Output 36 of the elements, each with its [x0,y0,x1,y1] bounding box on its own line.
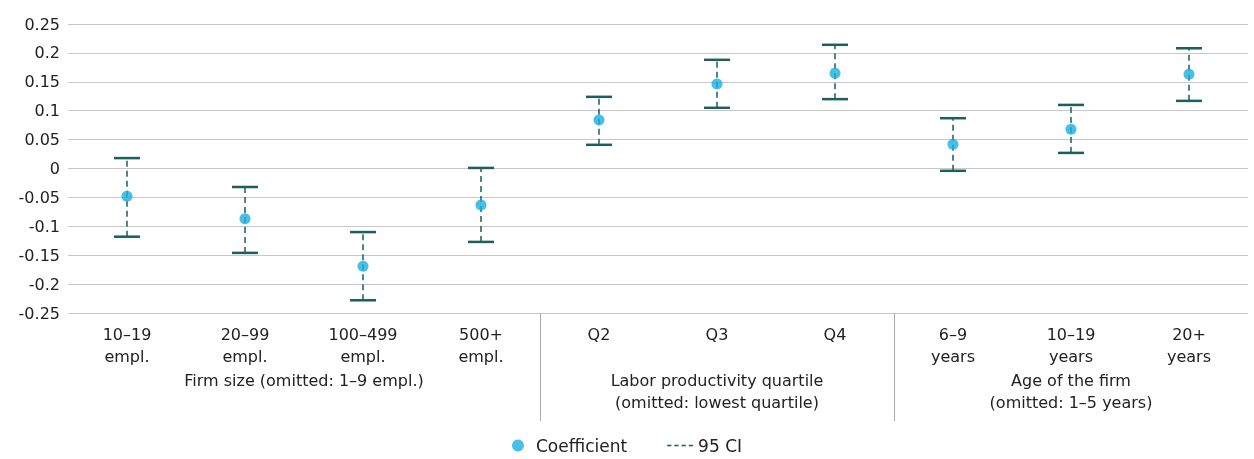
x-tick-label: Q4 [823,324,847,344]
x-tick-label: 6–9 years [930,324,976,366]
x-tick-label: 20+ years [1166,324,1212,366]
x-tick-label: Q3 [705,324,729,344]
y-tick-label: -0.15 [18,245,60,265]
point [711,78,723,90]
point [593,114,605,126]
x-tick-label: 500+ empl. [458,324,504,366]
y-tick-label: -0.05 [18,187,60,207]
legend-label: Coefficient [535,435,628,456]
x-tick-label: 100–499 empl. [328,324,398,366]
point [829,67,841,79]
point [239,213,251,225]
point [475,199,487,211]
point [947,138,959,150]
y-tick-label: 0.15 [24,72,60,92]
point [121,190,133,202]
x-tick-label: Q2 [587,324,611,344]
text: Labor productivity quartile (omitted: lowest quartile) [610,370,824,414]
text: Age of the firm (omitted: 1–5 years) [989,370,1153,414]
x-tick-label: 20–99 empl. [220,324,270,366]
y-tick-label: 0 [49,159,60,178]
text: Firm size (omitted: 1–9 empl.) [184,370,424,392]
y-tick-label: 0.2 [34,43,60,63]
x-tick-label: 10–19 empl. [102,324,152,366]
point [1065,123,1077,135]
y-tick-label: -0.2 [28,274,60,294]
text: 95 CI [698,435,743,456]
x-tick-label: 10–19 years [1046,324,1096,366]
y-tick-label: 0.1 [34,101,60,121]
y-tick-label: -0.1 [28,216,60,236]
y-tick-label: 0.25 [24,14,60,34]
point [1183,68,1195,80]
y-tick-label: 0.05 [24,130,60,150]
point [357,260,369,272]
y-tick-label: -0.25 [18,303,60,323]
